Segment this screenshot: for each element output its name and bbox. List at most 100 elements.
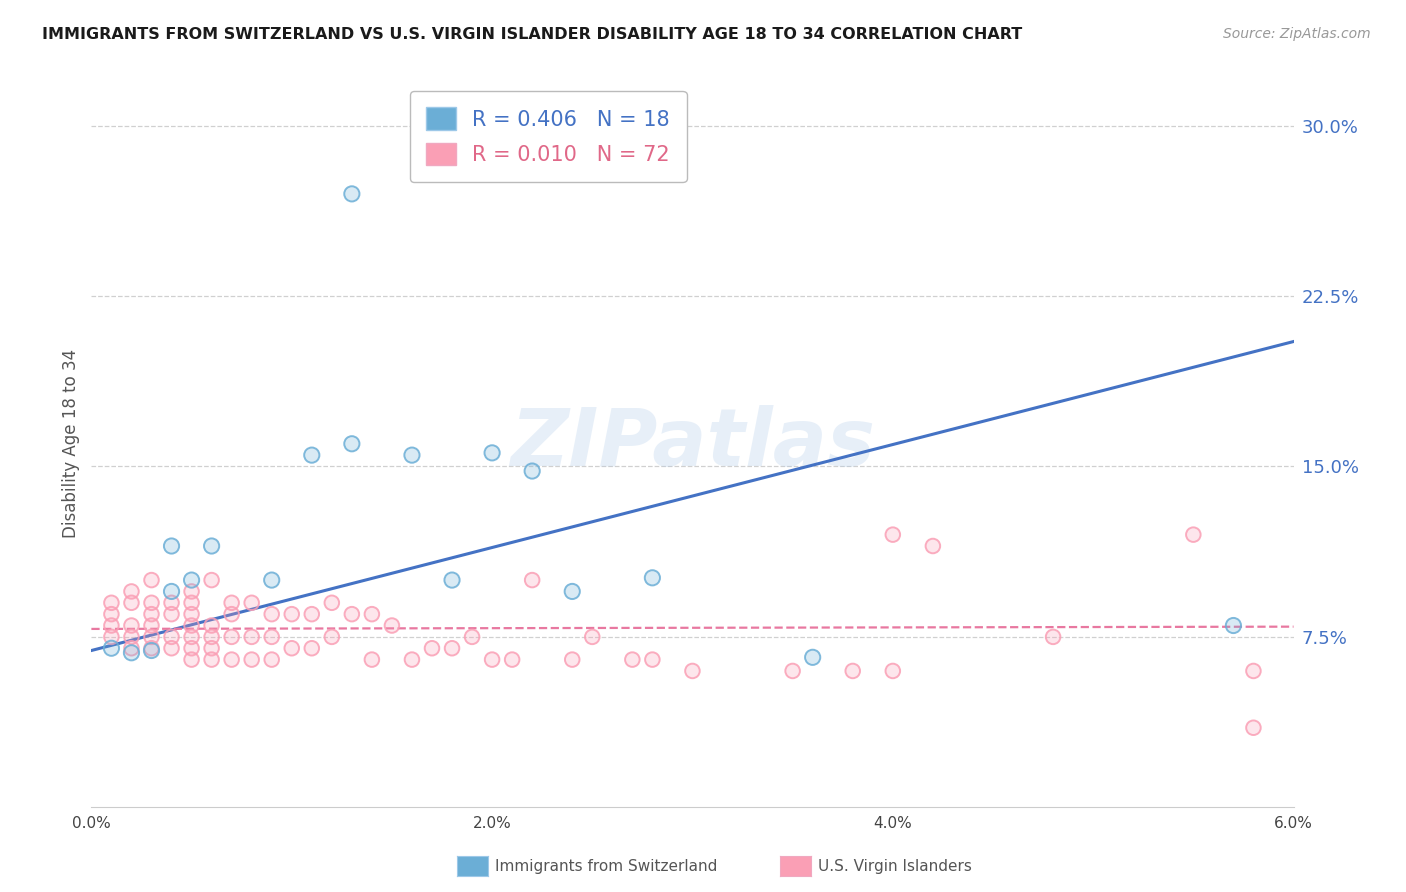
Point [260,652,283,666]
Point [240,596,263,610]
Y-axis label: Disability Age 18 to 34: Disability Age 18 to 34 [62,349,80,539]
Point [340,437,363,451]
Point [201,539,224,553]
Point [180,573,202,587]
Point [321,596,343,610]
Point [561,584,583,599]
Point [180,607,202,622]
Point [180,652,202,666]
Point [641,652,664,666]
Point [141,630,163,644]
Point [180,584,202,599]
Point [882,664,904,678]
Point [621,652,644,666]
Point [201,641,224,656]
Point [340,607,363,622]
Point [681,664,703,678]
Point [160,596,183,610]
Point [100,596,122,610]
Point [922,539,945,553]
Point [1182,527,1205,541]
Point [260,630,283,644]
Point [301,448,323,462]
Point [1222,618,1244,632]
Point [301,641,323,656]
Point [180,618,202,632]
Point [240,630,263,644]
Point [141,643,163,657]
Point [180,630,202,644]
Point [180,596,202,610]
Point [481,446,503,460]
Point [401,448,423,462]
Point [301,641,323,656]
Point [801,650,824,665]
Legend: R = 0.406   N = 18, R = 0.010   N = 72: R = 0.406 N = 18, R = 0.010 N = 72 [409,91,686,182]
Point [782,664,804,678]
Text: IMMIGRANTS FROM SWITZERLAND VS U.S. VIRGIN ISLANDER DISABILITY AGE 18 TO 34 CORR: IMMIGRANTS FROM SWITZERLAND VS U.S. VIRG… [42,27,1022,42]
Point [201,573,224,587]
Point [641,571,664,585]
Point [221,596,243,610]
Point [440,573,463,587]
Point [501,652,523,666]
Point [141,607,163,622]
Point [121,641,143,656]
Point [461,630,484,644]
Point [301,448,323,462]
Point [481,652,503,666]
Point [621,652,644,666]
Point [160,596,183,610]
Point [221,630,243,644]
Point [160,584,183,599]
Point [201,641,224,656]
Text: ZIPatlas: ZIPatlas [510,405,875,483]
Point [100,641,122,656]
Point [481,652,503,666]
Point [121,584,143,599]
Point [321,630,343,644]
Point [440,573,463,587]
Point [160,641,183,656]
Point [201,652,224,666]
Point [121,646,143,660]
Point [121,646,143,660]
Point [681,664,703,678]
Point [100,630,122,644]
Point [201,618,224,632]
Point [641,571,664,585]
Text: Immigrants from Switzerland: Immigrants from Switzerland [495,859,717,873]
Point [501,652,523,666]
Point [520,573,543,587]
Point [160,607,183,622]
Point [121,618,143,632]
Point [141,573,163,587]
Point [1182,527,1205,541]
Point [301,607,323,622]
Point [180,573,202,587]
Point [420,641,443,656]
Point [360,652,382,666]
Point [100,641,122,656]
Point [160,584,183,599]
Point [240,630,263,644]
Point [321,630,343,644]
Point [360,607,382,622]
Point [100,630,122,644]
Point [882,664,904,678]
Point [401,652,423,666]
Point [100,618,122,632]
Point [281,607,304,622]
Point [360,607,382,622]
Point [201,652,224,666]
Point [1222,618,1244,632]
Point [141,643,163,657]
Point [201,618,224,632]
Point [561,652,583,666]
Point [141,573,163,587]
Point [121,584,143,599]
Point [260,573,283,587]
Point [100,607,122,622]
Point [240,652,263,666]
Point [100,607,122,622]
